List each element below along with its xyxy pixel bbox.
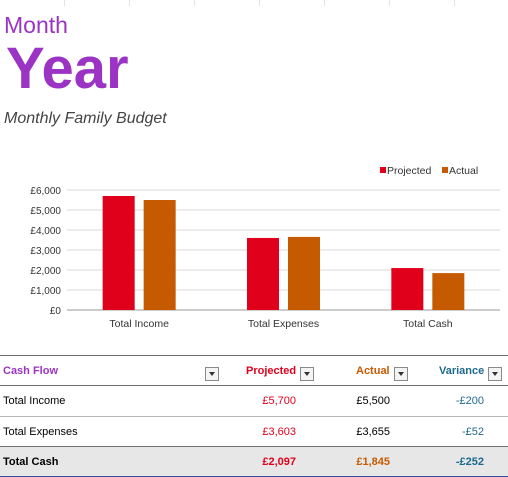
- bar-actual: [143, 200, 176, 310]
- filter-cash-flow-dropdown[interactable]: [205, 367, 219, 381]
- filter-projected-dropdown[interactable]: [300, 367, 314, 381]
- row-projected: £2,097: [262, 456, 296, 468]
- legend-swatch: [442, 167, 448, 173]
- filter-variance-dropdown[interactable]: [488, 367, 502, 381]
- y-tick-label: £6,000: [30, 186, 61, 197]
- header-variance: Variance: [439, 365, 485, 377]
- table-row[interactable]: Total Income £5,700 £5,500 -£200: [0, 386, 508, 416]
- row-variance: -£200: [455, 395, 484, 407]
- header-cash-flow: Cash Flow: [3, 365, 59, 377]
- y-tick-label: £0: [50, 306, 62, 317]
- y-tick-label: £1,000: [30, 286, 61, 297]
- legend-swatch: [380, 167, 386, 173]
- row-separator: [0, 416, 508, 417]
- budget-chart[interactable]: £0 £1,000 £2,000 £3,000 £4,000 £5,000 £6,000 To…: [0, 155, 508, 345]
- sheet-gridlines: [0, 0, 508, 6]
- x-category-label: Total Expenses: [248, 318, 319, 330]
- budget-subtitle: Monthly Family Budget: [4, 110, 167, 127]
- table-row[interactable]: Total Expenses £3,603 £3,655 -£52: [0, 417, 508, 447]
- row-variance: -£252: [455, 456, 484, 468]
- bar-projected: [391, 268, 424, 310]
- legend-label: Actual: [449, 165, 478, 177]
- y-tick-label: £3,000: [30, 246, 61, 257]
- row-label: Total Income: [3, 395, 66, 407]
- year-title: Year: [6, 36, 129, 101]
- header-projected: Projected: [246, 365, 297, 377]
- y-tick-label: £5,000: [30, 206, 61, 217]
- y-tick-label: £4,000: [30, 226, 61, 237]
- header-actual: Actual: [356, 365, 390, 377]
- bar-projected: [102, 196, 135, 310]
- x-category-label: Total Cash: [403, 318, 453, 330]
- row-actual: £5,500: [356, 395, 390, 407]
- month-title: Month: [4, 12, 68, 38]
- row-projected: £5,700: [262, 395, 296, 407]
- row-label: Total Expenses: [3, 426, 78, 438]
- row-actual: £1,845: [356, 456, 390, 468]
- total-top-rule: [0, 446, 508, 447]
- row-actual: £3,655: [356, 426, 390, 438]
- bar-actual: [432, 273, 465, 310]
- x-category-label: Total Income: [109, 318, 169, 330]
- legend-label: Projected: [387, 165, 432, 177]
- bar-projected: [247, 237, 279, 310]
- row-label: Total Cash: [3, 456, 59, 468]
- row-projected: £3,603: [262, 426, 296, 438]
- table-row-total[interactable]: Total Cash £2,097 £1,845 -£252: [0, 447, 508, 477]
- bar-actual: [288, 236, 320, 310]
- header-bottom-rule: [0, 385, 508, 386]
- filter-actual-dropdown[interactable]: [394, 367, 408, 381]
- row-variance: -£52: [461, 426, 484, 438]
- table-top-rule: [0, 355, 508, 356]
- y-tick-label: £2,000: [30, 266, 61, 277]
